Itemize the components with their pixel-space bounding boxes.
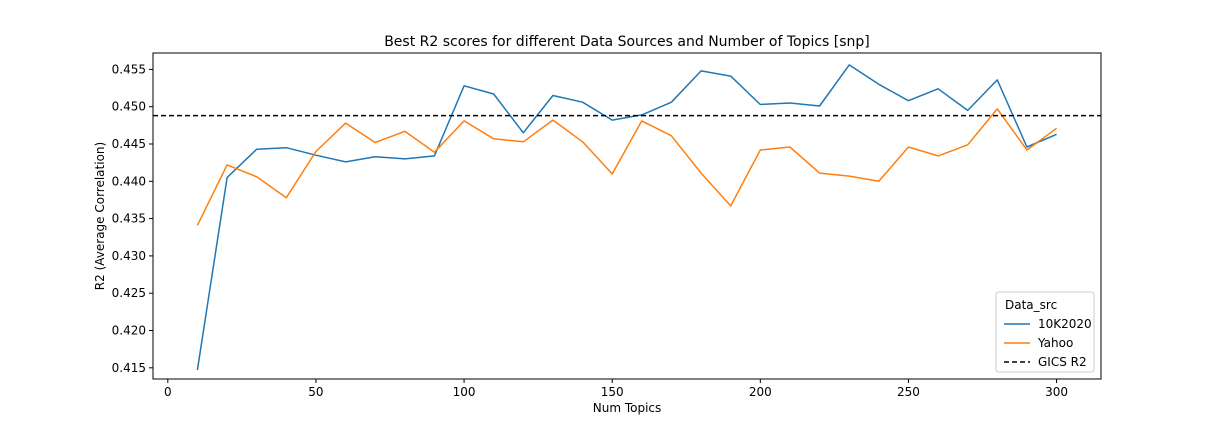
- y-tick-label: 0.420: [112, 324, 146, 338]
- x-axis-ticks: 0 50 100 150 200 250 300: [164, 379, 1068, 399]
- series-line-10k2020: [196, 64, 1057, 371]
- y-tick-label: 0.445: [112, 137, 146, 151]
- y-tick-label: 0.440: [112, 174, 146, 188]
- y-tick-label: 0.435: [112, 212, 146, 226]
- x-tick-label: 100: [453, 385, 476, 399]
- legend-entry-label: Yahoo: [1037, 336, 1073, 350]
- legend-box: [995, 291, 1095, 373]
- series-line-yahoo: [196, 108, 1058, 226]
- series-layer: [153, 64, 1101, 371]
- legend: Data_src 10K2020 Yahoo GICS R2: [995, 291, 1095, 373]
- y-tick-label: 0.455: [112, 62, 146, 76]
- x-tick-label: 250: [897, 385, 920, 399]
- y-axis-label: R2 (Average Correlation): [93, 142, 107, 290]
- x-tick-label: 50: [308, 385, 323, 399]
- x-tick-label: 200: [749, 385, 772, 399]
- x-tick-label: 150: [601, 385, 624, 399]
- plot-area: [152, 52, 1102, 380]
- y-tick-label: 0.425: [112, 286, 146, 300]
- x-tick-label: 300: [1045, 385, 1068, 399]
- y-tick-label: 0.430: [112, 249, 146, 263]
- x-tick-label: 0: [164, 385, 172, 399]
- legend-title: Data_src: [1005, 298, 1057, 312]
- y-axis-ticks: 0.415 0.420 0.425 0.430 0.435 0.440 0.445 0.450…: [112, 62, 153, 375]
- y-tick-label: 0.450: [112, 100, 146, 114]
- plot-frame: [152, 52, 1102, 380]
- legend-entry-label: GICS R2: [1038, 355, 1087, 369]
- legend-entry-label: 10K2020: [1038, 317, 1092, 331]
- chart-title: Best R2 scores for different Data Source…: [384, 34, 870, 50]
- x-axis-label: Num Topics: [593, 401, 662, 415]
- y-tick-label: 0.415: [112, 361, 146, 375]
